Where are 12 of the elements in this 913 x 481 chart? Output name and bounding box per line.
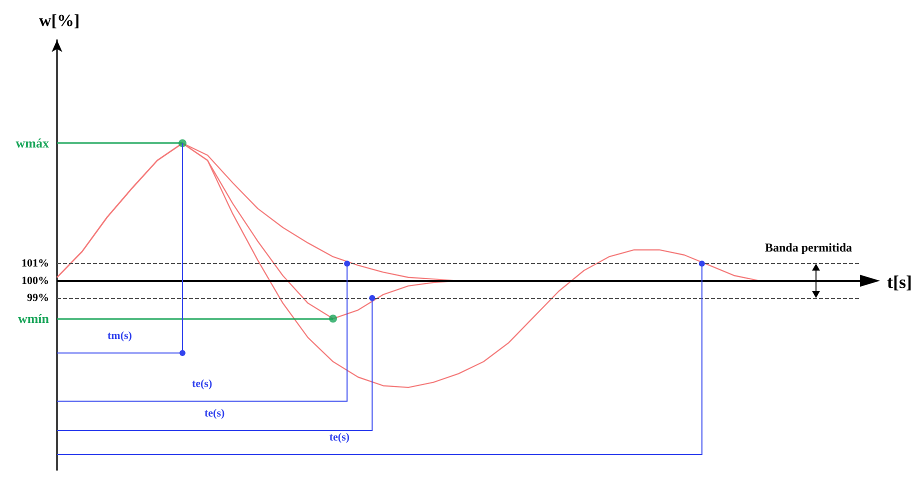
y-tick-label: wmín bbox=[18, 311, 50, 326]
y-tick-label: 101% bbox=[22, 258, 49, 270]
annotation: Banda permitida bbox=[765, 240, 852, 255]
y-tick-label: 100% bbox=[22, 274, 49, 287]
annotation: te(s) bbox=[192, 378, 212, 390]
y-tick-label: wmáx bbox=[16, 136, 50, 151]
text: t[s] bbox=[887, 272, 912, 292]
y-tick-label: 99% bbox=[27, 292, 49, 304]
annotation: te(s) bbox=[204, 407, 225, 420]
annotation: tm(s) bbox=[108, 330, 132, 342]
y-axis-title: w[%] bbox=[39, 11, 80, 30]
annotation: te(s) bbox=[329, 432, 350, 444]
